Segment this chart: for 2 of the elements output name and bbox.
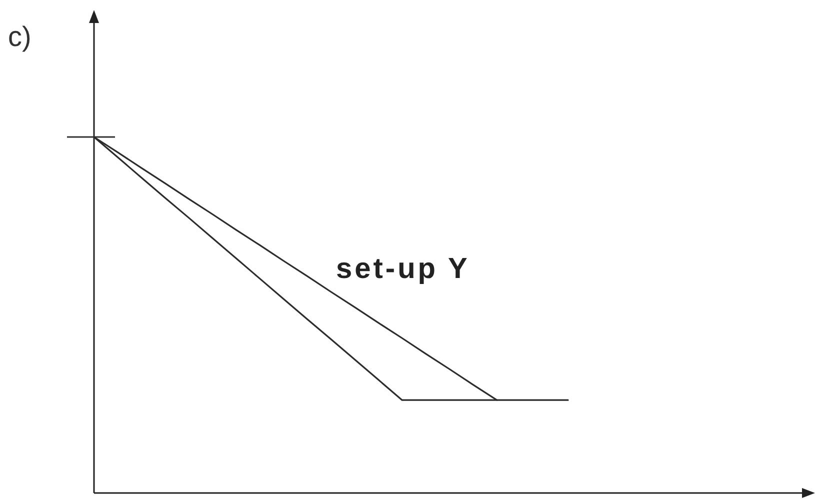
annotation: set-up Y [336, 253, 470, 285]
chart-title: c) [8, 21, 32, 52]
